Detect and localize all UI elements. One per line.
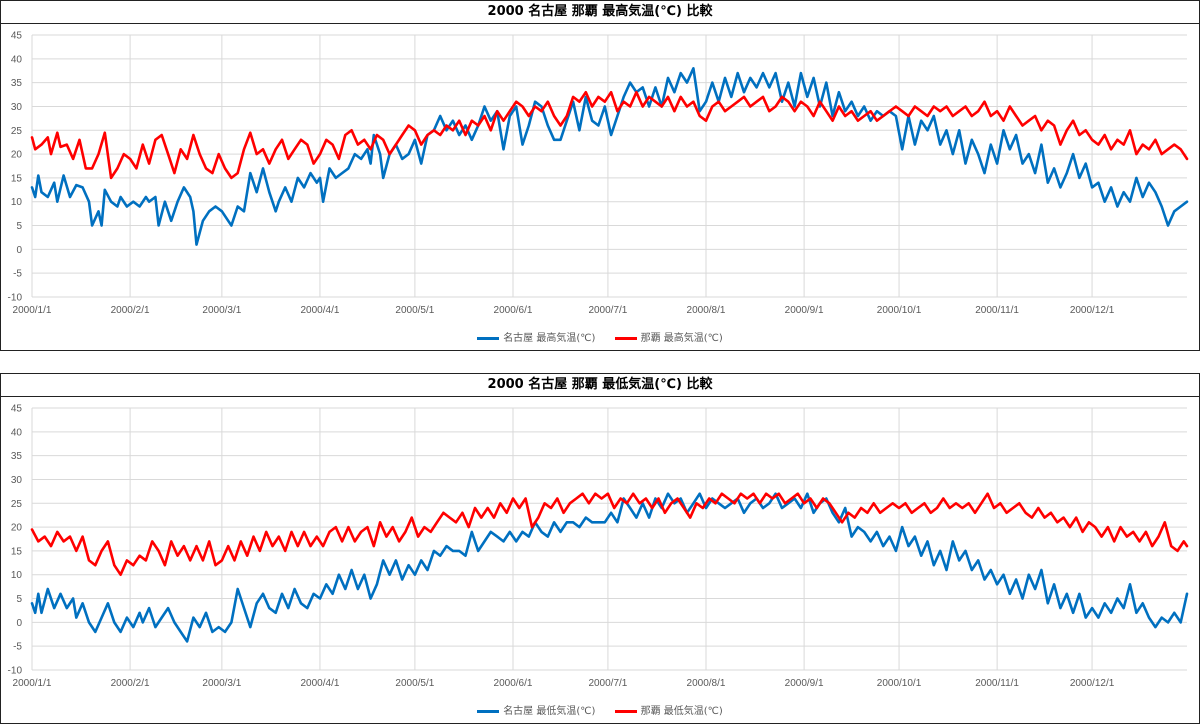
x-tick-label: 2000/3/1 [202,305,241,316]
y-tick-label: 30 [11,475,23,486]
y-tick-label: 45 [11,404,23,415]
x-tick-label: 2000/11/1 [975,305,1019,316]
x-tick-label: 2000/4/1 [300,305,339,316]
y-tick-label: 45 [11,31,23,42]
y-tick-label: 5 [16,594,22,605]
legend-swatch-nagoya [477,336,500,340]
y-tick-label: 10 [11,197,23,208]
legend-swatch-naha [614,336,637,340]
x-tick-label: 2000/5/1 [395,305,434,316]
x-tick-label: 2000/3/1 [202,678,241,689]
legend-item-nagoya: 名古屋 最低気温(℃) [477,702,595,717]
y-tick-label: 35 [11,78,23,89]
legend-item-naha: 那覇 最低気温(℃) [614,702,723,717]
y-tick-label: 15 [11,546,23,557]
y-tick-label: -5 [13,269,22,280]
y-tick-label: 0 [16,245,22,256]
y-tick-label: 5 [16,221,22,232]
min-temp-chart-panel: 2000 名古屋 那覇 最低気温(℃) 比較 45 40 35 30 25 20 15 10 5… [0,373,1200,724]
y-tick-label: 40 [11,427,23,438]
legend-label-naha: 那覇 最低気温(℃) [640,706,723,717]
y-tick-label: 25 [11,499,23,510]
y-tick-label: 30 [11,102,23,113]
x-tick-label: 2000/11/1 [975,678,1019,689]
x-tick-label: 2000/1/1 [13,305,52,316]
chart-title: 2000 名古屋 那覇 最高気温(℃) 比較 [1,1,1199,24]
y-tick-label: -5 [13,642,22,653]
x-tick-label: 2000/8/1 [687,678,726,689]
x-tick-label: 2000/6/1 [494,305,533,316]
chart-legend: 名古屋 最高気温(℃) 那覇 最高気温(℃) [1,329,1199,344]
y-tick-label: 15 [11,173,23,184]
y-tick-label: 25 [11,126,23,137]
legend-swatch-naha [614,709,637,713]
legend-item-naha: 那覇 最高気温(℃) [614,329,723,344]
legend-swatch-nagoya [477,709,500,713]
x-tick-label: 2000/12/1 [1070,678,1115,689]
y-tick-label: 20 [11,150,23,161]
x-tick-label: 2000/12/1 [1070,305,1115,316]
y-tick-label: 20 [11,523,23,534]
y-tick-label: 0 [16,618,22,629]
y-tick-label: 40 [11,54,23,65]
chart-legend: 名古屋 最低気温(℃) 那覇 最低気温(℃) [1,702,1199,717]
chart-title: 2000 名古屋 那覇 最低気温(℃) 比較 [1,374,1199,397]
x-tick-label: 2000/7/1 [588,678,627,689]
y-tick-label: 10 [11,570,23,581]
x-tick-label: 2000/6/1 [494,678,533,689]
series-line-nagoya [30,67,1189,246]
legend-label-naha: 那覇 最高気温(℃) [640,333,723,344]
x-tick-label: 2000/7/1 [588,305,627,316]
x-tick-label: 2000/8/1 [687,305,726,316]
y-tick-label: 35 [11,451,23,462]
x-tick-label: 2000/1/1 [13,678,52,689]
max-temp-chart-panel: 2000 名古屋 那覇 最高気温(℃) 比較 45 40 35 30 25 20 15 10 5… [0,0,1200,351]
x-tick-label: 2000/5/1 [395,678,434,689]
y-tick-label: -10 [8,293,23,304]
x-tick-label: 2000/2/1 [111,305,150,316]
legend-label-nagoya: 名古屋 最高気温(℃) [503,333,596,344]
legend-label-nagoya: 名古屋 最低気温(℃) [503,706,596,717]
x-tick-label: 2000/10/1 [877,678,922,689]
legend-item-nagoya: 名古屋 最高気温(℃) [477,329,595,344]
x-tick-label: 2000/10/1 [877,305,922,316]
x-tick-label: 2000/9/1 [785,678,824,689]
series-line-nagoya [30,492,1189,643]
x-tick-label: 2000/2/1 [111,678,150,689]
series-line-naha [30,90,1189,180]
y-tick-label: -10 [8,666,23,677]
series-line-naha [30,492,1189,576]
x-tick-label: 2000/4/1 [300,678,339,689]
x-tick-label: 2000/9/1 [785,305,824,316]
